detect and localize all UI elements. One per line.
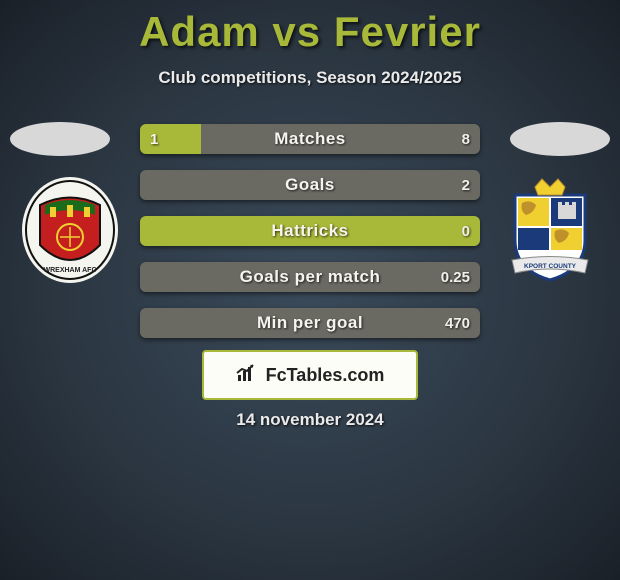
bar-value-right: 2 [462, 170, 470, 200]
brand-chart-icon [236, 363, 260, 388]
left-crest-text: WREXHAM AFC [43, 267, 96, 274]
bar-value-right: 0 [462, 216, 470, 246]
stat-bar: Goals2 [140, 170, 480, 200]
bar-value-right: 470 [445, 308, 470, 338]
brand-box[interactable]: FcTables.com [202, 350, 418, 400]
bar-value-left: 1 [150, 124, 158, 154]
subtitle: Club competitions, Season 2024/2025 [0, 68, 620, 88]
brand-text: FcTables.com [266, 365, 385, 386]
date-text: 14 november 2024 [0, 410, 620, 430]
left-player-ellipse [10, 122, 110, 156]
bar-label: Hattricks [140, 216, 480, 246]
stat-bar: Min per goal470 [140, 308, 480, 338]
stat-bar: Matches1 8 [140, 124, 480, 154]
bar-value-right: 0.25 [441, 262, 470, 292]
right-player-ellipse [510, 122, 610, 156]
bar-value-right: 8 [462, 124, 470, 154]
bar-label: Goals [140, 170, 480, 200]
stat-bar: Hattricks0 [140, 216, 480, 246]
bar-label: Matches [140, 124, 480, 154]
right-crest-text: KPORT COUNTY [524, 263, 577, 270]
left-club-crest: WREXHAM AFC [20, 175, 120, 285]
bar-label: Min per goal [140, 308, 480, 338]
bar-label: Goals per match [140, 262, 480, 292]
right-club-crest: KPORT COUNTY [500, 175, 600, 285]
comparison-bars: Matches1 8 Goals2 Hattricks0 Goals per match… [140, 124, 480, 354]
stat-bar: Goals per match0.25 [140, 262, 480, 292]
page-title: Adam vs Fevrier [0, 0, 620, 56]
